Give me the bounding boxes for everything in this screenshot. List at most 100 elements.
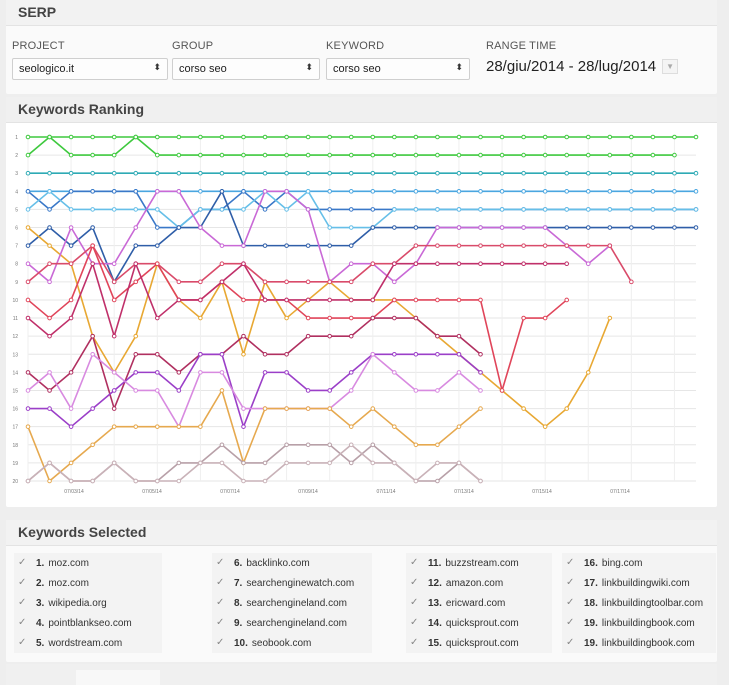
data-point xyxy=(392,207,397,212)
data-point xyxy=(154,388,160,393)
data-point xyxy=(262,406,268,411)
checkbox-checked-icon[interactable]: ✓ xyxy=(18,637,27,648)
select-arrow-icon: ⬍ xyxy=(153,62,161,72)
keyword-item[interactable]: ✓ 4. pointblankseo.com xyxy=(14,613,162,633)
data-point xyxy=(348,134,354,140)
group-value: corso seo xyxy=(179,63,227,75)
keyword-item[interactable]: ✓ 7. searchenginewatch.com xyxy=(212,573,372,593)
checkbox-checked-icon[interactable]: ✓ xyxy=(18,597,27,608)
chevron-down-icon[interactable]: ▼ xyxy=(662,59,679,74)
data-point xyxy=(499,225,505,230)
checkbox-checked-icon[interactable]: ✓ xyxy=(410,557,419,568)
data-point xyxy=(499,189,505,194)
data-point xyxy=(327,279,332,285)
checkbox-checked-icon[interactable]: ✓ xyxy=(566,557,575,568)
keyword-domain: seobook.com xyxy=(251,637,312,649)
data-point xyxy=(585,189,591,194)
data-point xyxy=(392,460,397,466)
keyword-item[interactable]: ✓ 9. searchengineland.com xyxy=(212,613,372,633)
checkbox-checked-icon[interactable]: ✓ xyxy=(216,597,225,608)
keyword-item[interactable]: ✓ 19. linkbuildingbook.com xyxy=(562,613,716,633)
keyword-domain: linkbuildingbook.com xyxy=(601,617,695,629)
data-point xyxy=(262,478,268,484)
checkbox-checked-icon[interactable]: ✓ xyxy=(216,557,225,568)
data-point xyxy=(629,152,634,158)
keyword-item[interactable]: ✓ 1. moz.com xyxy=(14,553,162,573)
data-point xyxy=(564,225,570,230)
data-point xyxy=(478,225,483,230)
keyword-number: 12. xyxy=(428,577,442,589)
keyword-item[interactable]: ✓ 11. buzzstream.com xyxy=(406,553,552,573)
checkbox-checked-icon[interactable]: ✓ xyxy=(18,617,27,628)
data-point xyxy=(348,297,354,303)
data-point xyxy=(133,478,139,484)
checkbox-checked-icon[interactable]: ✓ xyxy=(410,597,419,608)
series-line-8 xyxy=(27,226,611,428)
range-picker[interactable]: 28/giu/2014 - 28/lug/2014 ▼ xyxy=(486,58,696,75)
data-point xyxy=(435,243,440,248)
keyword-item[interactable]: ✓ 16. bing.com xyxy=(562,553,716,573)
ranking-header: Keywords Ranking xyxy=(6,97,717,123)
checkbox-checked-icon[interactable]: ✓ xyxy=(216,617,225,628)
keyword-item[interactable]: ✓ 10. seobook.com xyxy=(212,633,372,653)
keyword-domain: searchengineland.com xyxy=(246,617,347,629)
keyword-item[interactable]: ✓ 13. ericward.com xyxy=(406,593,552,613)
checkbox-checked-icon[interactable]: ✓ xyxy=(410,617,419,628)
data-point xyxy=(521,189,526,194)
keyword-number: 3. xyxy=(36,597,45,609)
keyword-number: 4. xyxy=(36,617,45,629)
checkbox-checked-icon[interactable]: ✓ xyxy=(410,577,419,588)
data-point xyxy=(305,170,311,176)
data-point xyxy=(542,134,548,140)
checkbox-checked-icon[interactable]: ✓ xyxy=(566,577,575,588)
checkbox-checked-icon[interactable]: ✓ xyxy=(216,577,225,588)
data-point xyxy=(348,442,354,448)
keyword-column: ✓ 6. backlinko.com ✓ 7. searchenginewatch.com… xyxy=(212,553,372,653)
keyword-item[interactable]: ✓ 5. wordstream.com xyxy=(14,633,162,653)
group-select[interactable]: corso seo ⬍ xyxy=(172,58,320,80)
checkbox-checked-icon[interactable]: ✓ xyxy=(18,577,27,588)
data-point xyxy=(111,207,117,212)
data-point xyxy=(241,406,246,411)
checkbox-checked-icon[interactable]: ✓ xyxy=(566,637,575,648)
data-point xyxy=(90,189,95,194)
data-point xyxy=(241,134,246,140)
data-point xyxy=(370,315,376,321)
data-point xyxy=(154,370,160,375)
data-point xyxy=(154,207,160,212)
data-point xyxy=(435,297,440,303)
keyword-item[interactable]: ✓ 2. moz.com xyxy=(14,573,162,593)
data-point xyxy=(327,333,332,339)
keyword-item[interactable]: ✓ 17. linkbuildingwiki.com xyxy=(562,573,716,593)
keyword-item[interactable]: ✓ 6. backlinko.com xyxy=(212,553,372,573)
data-point xyxy=(219,134,225,140)
project-select[interactable]: seologico.it ⬍ xyxy=(12,58,168,80)
keyword-item[interactable]: ✓ 14. quicksprout.com xyxy=(406,613,552,633)
keyword-item[interactable]: ✓ 19. linkbuildingbook.com xyxy=(562,633,716,653)
data-point xyxy=(456,460,462,466)
checkbox-checked-icon[interactable]: ✓ xyxy=(18,557,27,568)
checkbox-checked-icon[interactable]: ✓ xyxy=(410,637,419,648)
data-point xyxy=(90,442,95,448)
data-point xyxy=(90,478,95,484)
data-point xyxy=(478,189,483,194)
keyword-number: 7. xyxy=(234,577,243,589)
keyword-item[interactable]: ✓ 3. wikipedia.org xyxy=(14,593,162,613)
data-point xyxy=(478,134,483,140)
series-line-7 xyxy=(27,190,696,283)
keyword-select[interactable]: corso seo ⬍ xyxy=(326,58,470,80)
data-point xyxy=(392,225,397,230)
keyword-item[interactable]: ✓ 18. linkbuildingtoolbar.com xyxy=(562,593,716,613)
keyword-item[interactable]: ✓ 15. quicksprout.com xyxy=(406,633,552,653)
data-point xyxy=(585,207,591,212)
data-point xyxy=(262,297,268,303)
keyword-item[interactable]: ✓ 8. searchengineland.com xyxy=(212,593,372,613)
keyword-column: ✓ 1. moz.com ✓ 2. moz.com ✓ 3. wikipedia.org ✓ 4. p… xyxy=(14,553,162,653)
data-point xyxy=(370,297,376,303)
data-point xyxy=(435,333,440,339)
data-point xyxy=(607,207,613,212)
checkbox-checked-icon[interactable]: ✓ xyxy=(566,597,575,608)
checkbox-checked-icon[interactable]: ✓ xyxy=(216,637,225,648)
checkbox-checked-icon[interactable]: ✓ xyxy=(566,617,575,628)
keyword-item[interactable]: ✓ 12. amazon.com xyxy=(406,573,552,593)
